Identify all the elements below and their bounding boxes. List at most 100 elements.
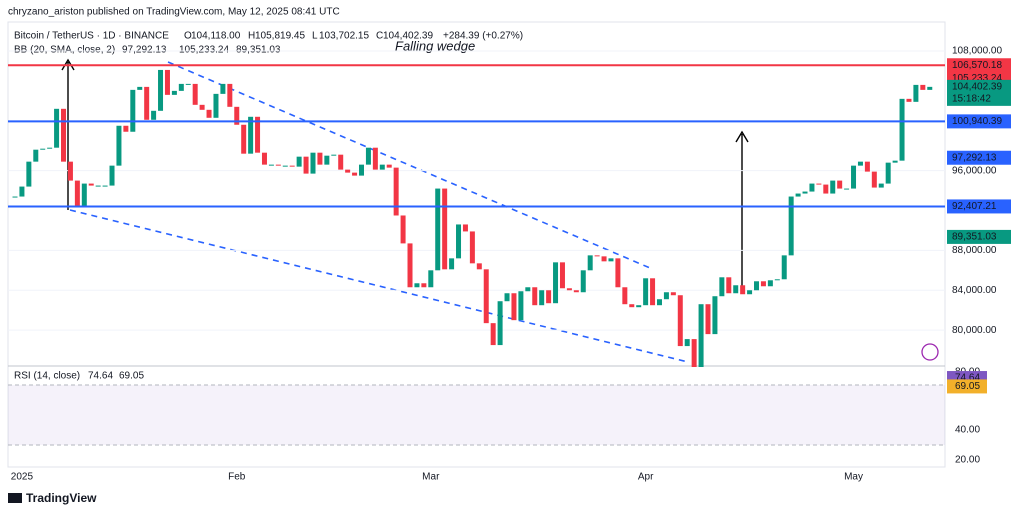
candle	[400, 215, 406, 244]
candle	[130, 89, 136, 132]
candle	[449, 258, 455, 270]
candle	[864, 161, 870, 172]
candle	[788, 196, 794, 256]
candle	[712, 296, 718, 335]
candle	[767, 280, 773, 287]
candle	[275, 164, 281, 166]
price-tag	[947, 79, 1011, 106]
candle	[289, 165, 295, 167]
candle	[331, 154, 337, 156]
candle	[760, 281, 766, 287]
candle	[677, 295, 683, 347]
x-tick-label: May	[844, 472, 863, 483]
candle	[525, 287, 531, 292]
candle	[199, 104, 205, 110]
candle	[857, 161, 863, 166]
candle	[407, 243, 413, 288]
candle	[61, 108, 67, 162]
candle	[81, 183, 87, 206]
candle	[490, 323, 496, 346]
candle	[906, 98, 912, 102]
candle	[317, 152, 323, 165]
candle	[573, 290, 579, 293]
candle	[116, 125, 122, 166]
candle	[26, 161, 32, 187]
candle	[74, 180, 80, 206]
bb-name: BB (20, SMA, close, 2)	[14, 45, 115, 56]
candle	[629, 304, 635, 308]
price-tag-label: 89,351.03	[952, 232, 997, 243]
candle	[511, 293, 517, 321]
y-tick-label: 84,000.00	[952, 285, 997, 296]
candle	[892, 160, 898, 163]
candle	[483, 269, 489, 324]
ohlc-value: 104,402.39	[383, 31, 433, 42]
candle	[899, 98, 905, 161]
candle	[754, 281, 760, 291]
candle	[227, 83, 233, 107]
candle	[282, 165, 288, 167]
candle	[310, 152, 316, 174]
candle	[802, 191, 808, 194]
logo-icon	[8, 493, 22, 503]
candle	[594, 255, 600, 257]
candle	[539, 290, 545, 306]
candle	[837, 180, 843, 189]
candle	[663, 292, 669, 300]
bb-value: 97,292.13	[122, 45, 167, 56]
price-tag-label: 105,233.24	[952, 73, 1002, 84]
alert-icon[interactable]	[921, 343, 939, 361]
candle	[379, 164, 385, 170]
ohlc-value: 105,819.45	[255, 31, 305, 42]
candle	[740, 285, 746, 295]
bb-value: 89,351.03	[236, 45, 281, 56]
candle	[137, 86, 143, 90]
candle	[171, 90, 177, 95]
candle	[518, 291, 524, 321]
wedge-upper	[167, 61, 651, 269]
candle	[220, 83, 226, 94]
candle	[656, 299, 662, 306]
ohlc-value: 103,702.15	[319, 31, 369, 42]
rsi-name: RSI (14, close)	[14, 371, 80, 382]
candle	[47, 147, 53, 149]
level-label: 100,940.39	[952, 116, 1002, 127]
candle	[40, 148, 46, 150]
candle	[698, 304, 704, 368]
candle	[352, 172, 358, 176]
y-tick-label: 80,000.00	[952, 325, 997, 336]
price-tag	[947, 150, 1011, 165]
candle	[553, 262, 559, 304]
candle	[774, 279, 780, 281]
candle	[456, 224, 462, 259]
ohlc-name: L	[312, 31, 318, 42]
candle	[747, 290, 753, 295]
candle	[234, 106, 240, 125]
ohlc-value: 104,118.00	[191, 31, 241, 42]
candle	[559, 262, 565, 289]
candle	[532, 287, 538, 306]
change: +284.39 (+0.27%)	[443, 31, 523, 42]
candle	[386, 164, 392, 168]
candle	[185, 83, 191, 85]
annotation: Falling wedge	[395, 38, 475, 53]
candle	[88, 183, 94, 186]
candle	[871, 171, 877, 188]
price-tag-label: 104,402.39	[952, 82, 1002, 93]
candle	[622, 287, 628, 305]
rsi-tick-label: 40.00	[955, 425, 980, 436]
ohlc-name: C	[376, 31, 383, 42]
candle	[324, 155, 330, 165]
candle	[615, 258, 621, 288]
x-tick-label: Apr	[638, 472, 654, 483]
candle	[809, 183, 815, 192]
candle	[650, 278, 656, 306]
candle	[296, 156, 302, 167]
x-tick-label: Mar	[422, 472, 440, 483]
candle	[476, 263, 482, 270]
candle	[241, 124, 247, 154]
candle	[144, 86, 150, 120]
candle	[719, 277, 725, 297]
candle	[844, 188, 850, 190]
frame	[7, 21, 946, 468]
